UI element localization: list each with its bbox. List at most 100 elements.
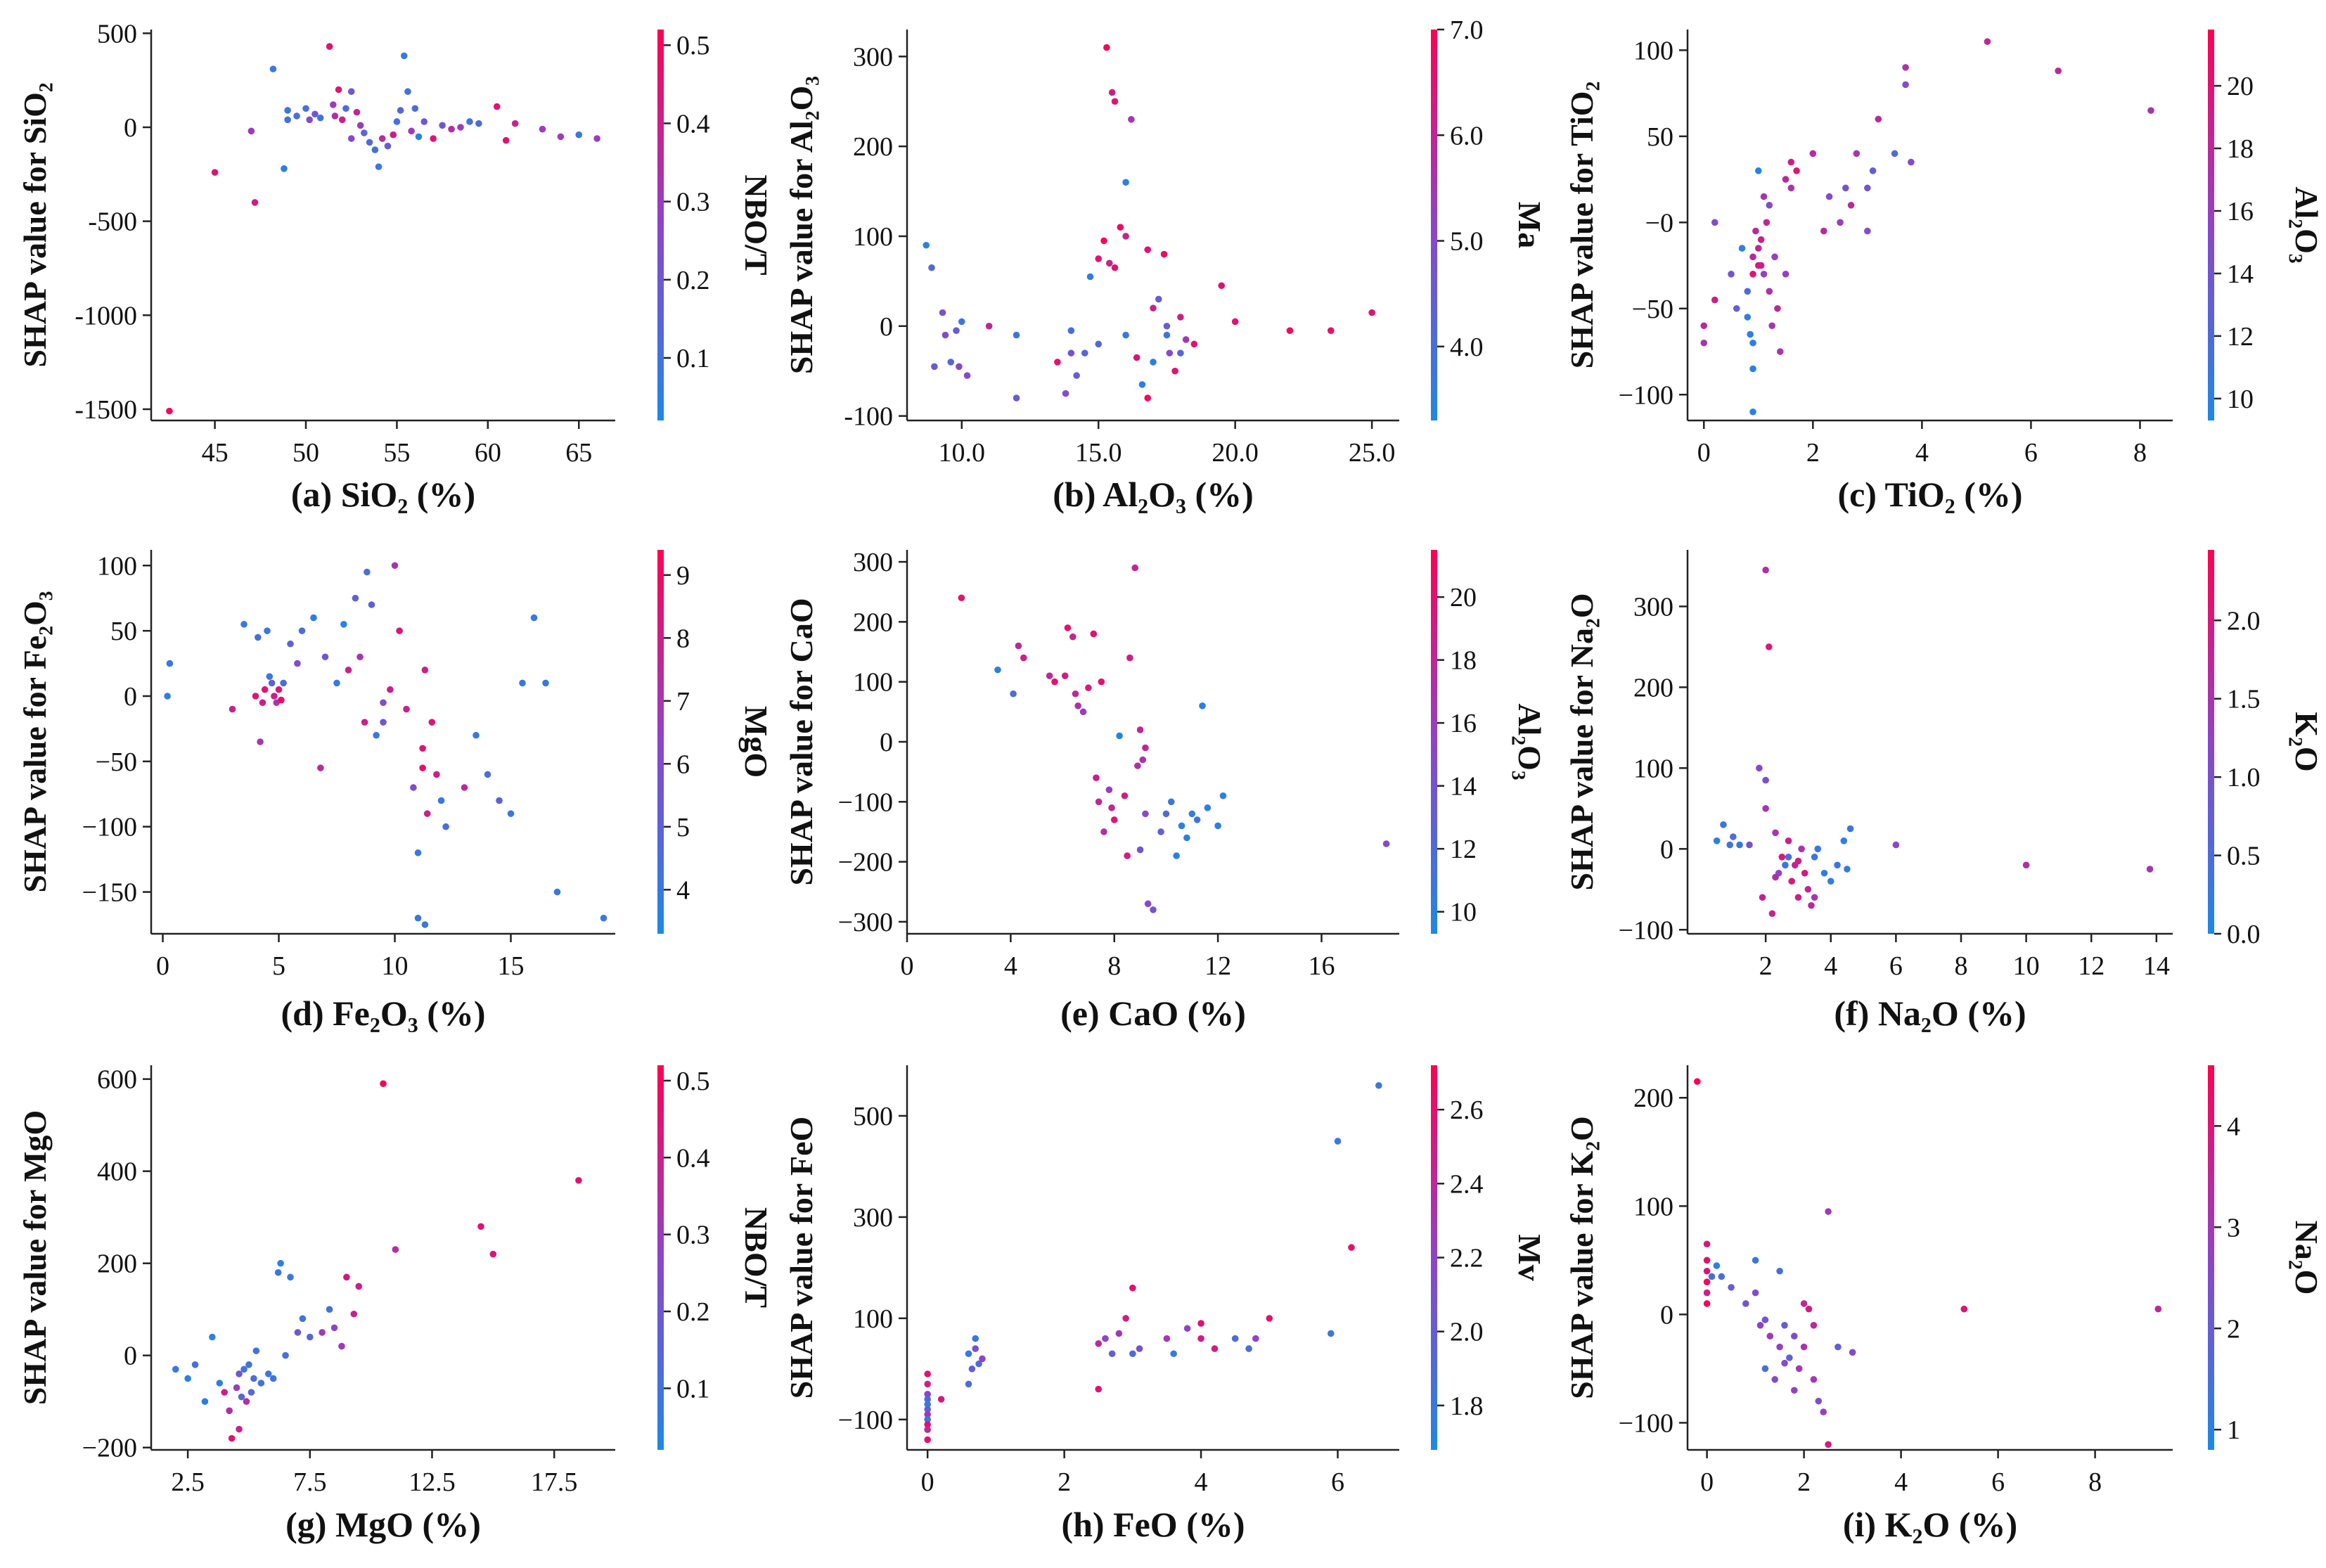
chart-d-point bbox=[553, 888, 561, 896]
chart-e-point bbox=[1142, 744, 1149, 752]
chart-b-point bbox=[1160, 250, 1168, 258]
chart-h-point bbox=[924, 1380, 931, 1388]
chart-h-point bbox=[1129, 1284, 1136, 1292]
chart-a-point bbox=[338, 116, 346, 124]
chart-e-ytick-label: −200 bbox=[838, 848, 893, 878]
chart-c-point bbox=[1837, 219, 1844, 226]
chart-e-point bbox=[1173, 852, 1180, 859]
chart-e-ytick-label: 300 bbox=[853, 548, 893, 577]
chart-f-cb-tick-label: 0.5 bbox=[2227, 842, 2261, 871]
chart-b-point bbox=[1150, 359, 1157, 366]
chart-e-cb-tick-label: 18 bbox=[1450, 646, 1477, 676]
chart-d-point bbox=[317, 764, 324, 771]
chart-g-colorbar-label: NBO/T bbox=[738, 1207, 774, 1308]
chart-h-point bbox=[965, 1380, 972, 1388]
chart-c-cb-tick-label: 10 bbox=[2227, 385, 2254, 414]
chart-b-ytick-label: 300 bbox=[853, 42, 893, 72]
chart-b-point bbox=[1163, 331, 1171, 339]
chart-g-point bbox=[489, 1250, 497, 1258]
chart-h-point bbox=[924, 1426, 931, 1434]
chart-i-point bbox=[1800, 1343, 1808, 1351]
chart-i-point bbox=[1761, 1316, 1769, 1323]
chart-c-point bbox=[1774, 304, 1781, 312]
chart-i-point bbox=[1810, 1376, 1818, 1383]
chart-b-point bbox=[1144, 394, 1152, 401]
chart-b-point bbox=[1111, 98, 1119, 105]
chart-i-xtick-label: 0 bbox=[1700, 1467, 1714, 1497]
chart-d-point bbox=[321, 653, 329, 661]
chart-e-point bbox=[1095, 798, 1103, 806]
chart-c-point bbox=[2055, 67, 2062, 75]
chart-h-point bbox=[1115, 1330, 1123, 1337]
chart-e-point bbox=[1085, 684, 1092, 692]
chart-g-point bbox=[257, 1380, 265, 1387]
chart-e-point bbox=[1136, 846, 1144, 854]
chart-h-point bbox=[1095, 1340, 1103, 1347]
chart-a-point bbox=[284, 116, 291, 124]
chart-g-ytick-label: −200 bbox=[82, 1434, 137, 1463]
chart-g-xtick-label: 2.5 bbox=[171, 1467, 205, 1497]
chart-d-ytick-label: 100 bbox=[97, 551, 137, 581]
chart-i-point bbox=[1820, 1408, 1827, 1415]
chart-i-point bbox=[1761, 1365, 1769, 1373]
chart-e-point bbox=[1074, 702, 1081, 709]
chart-f-cb-tick-label: 1.5 bbox=[2227, 685, 2261, 714]
chart-i-xtick-label: 4 bbox=[1894, 1467, 1908, 1497]
chart-h-point bbox=[1122, 1315, 1129, 1322]
chart-a-point bbox=[493, 103, 501, 110]
chart-b-point bbox=[1218, 282, 1226, 290]
chart-d-point bbox=[255, 634, 262, 641]
chart-e-point bbox=[1144, 900, 1152, 908]
chart-d-cb-tick-label: 6 bbox=[676, 750, 690, 779]
chart-c-point bbox=[1700, 339, 1708, 347]
chart-g-point bbox=[172, 1365, 179, 1373]
chart-b-xtick-label: 10.0 bbox=[939, 438, 986, 468]
chart-b-point bbox=[1108, 89, 1116, 96]
chart-a-point bbox=[347, 135, 355, 142]
chart-i-point bbox=[1703, 1267, 1711, 1275]
chart-e-point bbox=[1110, 816, 1118, 823]
chart-b-point bbox=[1111, 264, 1119, 271]
chart-b-point bbox=[923, 241, 930, 249]
chart-f-cb-tick-label: 0.0 bbox=[2227, 920, 2261, 949]
chart-c-point bbox=[1864, 227, 1871, 235]
chart-a-xtick-label: 50 bbox=[293, 438, 319, 468]
chart-d-point bbox=[380, 699, 387, 707]
chart-b-point bbox=[958, 318, 965, 326]
chart-c-point bbox=[1766, 202, 1773, 209]
chart-c-point bbox=[1749, 408, 1756, 416]
chart-c-point bbox=[1842, 184, 1849, 192]
chart-e-xtick-label: 4 bbox=[1004, 951, 1017, 981]
chart-e-point bbox=[1178, 822, 1186, 830]
chart-b-point bbox=[947, 359, 955, 366]
chart-b-point bbox=[1067, 327, 1075, 334]
chart-i-cb-tick-label: 4 bbox=[2227, 1112, 2240, 1141]
chart-h-point bbox=[924, 1416, 931, 1423]
chart-i-point bbox=[1849, 1349, 1856, 1356]
chart-i-point bbox=[1825, 1441, 1832, 1448]
chart-e-point bbox=[1134, 762, 1141, 769]
chart-h-point bbox=[1266, 1315, 1273, 1322]
chart-e-point bbox=[958, 594, 965, 602]
chart-d-cb-tick-label: 7 bbox=[676, 687, 690, 716]
chart-b-point bbox=[1133, 354, 1140, 361]
chart-i-point bbox=[1825, 1208, 1832, 1215]
chart-a-point bbox=[457, 124, 464, 131]
chart-i-point bbox=[1718, 1273, 1726, 1280]
chart-f-point bbox=[1785, 854, 1792, 861]
chart-e-point bbox=[1124, 852, 1131, 859]
chart-d-point bbox=[473, 731, 480, 739]
chart-d-point bbox=[442, 823, 449, 830]
chart-a-point bbox=[439, 122, 446, 129]
chart-a-point bbox=[420, 118, 428, 125]
chart-d-colorbar bbox=[657, 550, 664, 934]
chart-h-point bbox=[975, 1360, 982, 1368]
chart-d-point bbox=[484, 771, 491, 778]
chart-h-cb-tick-label: 2.6 bbox=[1450, 1095, 1484, 1125]
chart-g-point bbox=[287, 1273, 294, 1281]
chart-g-point bbox=[277, 1259, 284, 1267]
chart-d-point bbox=[433, 771, 440, 778]
chart-c-point bbox=[1787, 184, 1795, 192]
chart-e-point bbox=[1105, 786, 1113, 794]
chart-d-point bbox=[496, 797, 503, 804]
